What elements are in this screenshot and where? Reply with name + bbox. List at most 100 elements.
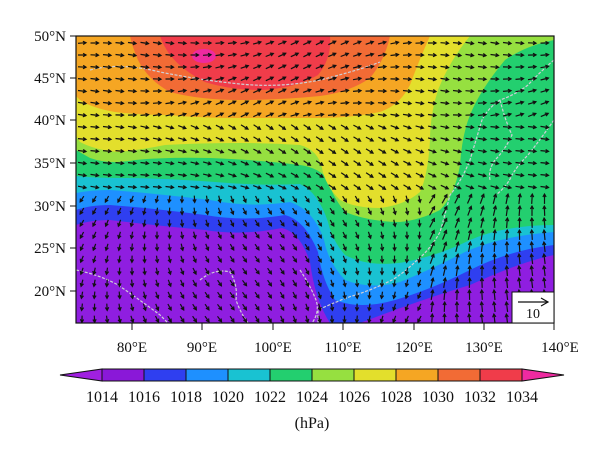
wind-arrow <box>253 100 261 106</box>
wind-arrow <box>115 162 124 164</box>
wind-arrow <box>140 78 149 80</box>
wind-arrow-head <box>355 210 360 216</box>
wind-arrow-head <box>469 161 475 166</box>
wind-arrow-head <box>170 149 175 154</box>
wind-arrow-head <box>319 150 324 155</box>
wind-arrow <box>427 54 437 56</box>
wind-arrow <box>127 174 137 176</box>
wind-arrow-head <box>268 234 273 239</box>
wind-arrow-head <box>504 240 510 246</box>
wind-arrow <box>340 77 349 81</box>
wind-arrow <box>353 184 361 190</box>
wind-arrow <box>102 77 112 81</box>
colorbar-segment <box>311 368 355 382</box>
wind-arrow <box>303 64 311 70</box>
wind-arrow-head <box>157 100 163 106</box>
wind-arrow-head <box>417 210 422 216</box>
wind-arrow-head <box>317 294 322 300</box>
reference-vector-box: 10 <box>511 291 555 324</box>
wind-arrow-head <box>405 210 410 216</box>
wind-arrow <box>215 89 224 93</box>
wind-arrow-head <box>145 137 150 142</box>
wind-arrow-head <box>95 52 100 58</box>
wind-arrow <box>403 125 411 129</box>
wind-arrow <box>390 125 399 129</box>
wind-arrow <box>90 161 99 165</box>
wind-arrow-head <box>207 125 212 130</box>
wind-arrow-head <box>243 294 248 299</box>
wind-arrow-head <box>480 193 485 198</box>
wind-arrow-head <box>431 217 435 223</box>
wind-arrow <box>540 54 549 56</box>
wind-arrow-head <box>457 173 462 178</box>
wind-arrow <box>477 149 487 153</box>
wind-arrow-head <box>104 234 109 240</box>
wind-arrow <box>427 89 437 93</box>
wind-arrow <box>515 126 524 128</box>
wind-arrow-head <box>532 112 537 117</box>
wind-arrow-head <box>319 137 324 143</box>
wind-arrow-head <box>331 149 337 155</box>
wind-arrow-head <box>294 185 300 190</box>
wind-arrow <box>477 137 487 141</box>
wind-arrow <box>340 89 349 93</box>
wind-arrow-head <box>218 318 223 323</box>
wind-arrow-head <box>532 125 538 130</box>
wind-arrow <box>315 148 324 154</box>
wind-arrow-head <box>507 64 513 70</box>
wind-arrow-head <box>79 246 84 252</box>
wind-arrow <box>502 126 512 128</box>
wind-arrow <box>315 113 324 117</box>
wind-arrow-head <box>305 270 310 276</box>
wind-arrow <box>240 88 249 94</box>
wind-arrow-head <box>457 100 463 106</box>
wind-arrow <box>152 137 162 141</box>
wind-arrow-head <box>282 185 287 190</box>
wind-arrow <box>328 172 336 178</box>
wind-arrow-head <box>344 52 350 57</box>
wind-arrow-head <box>532 137 538 142</box>
wind-arrow-head <box>154 198 159 204</box>
colorbar-segment <box>353 368 397 382</box>
wind-arrow-head <box>257 88 262 93</box>
wind-arrow-head <box>317 306 322 312</box>
wind-arrow-head <box>92 294 97 300</box>
wind-arrow-head <box>344 149 349 154</box>
map-plot-area <box>76 36 554 323</box>
wind-arrow <box>440 184 449 190</box>
wind-arrow-head <box>255 234 260 239</box>
wind-arrow-head <box>257 137 262 142</box>
wind-arrow-head <box>520 185 525 190</box>
wind-arrow <box>427 113 437 117</box>
wind-arrow-head <box>79 306 85 312</box>
wind-arrow-head <box>282 161 287 166</box>
wind-arrow <box>468 241 471 253</box>
wind-arrow-head <box>342 270 347 276</box>
wind-arrow-head <box>431 229 435 234</box>
wind-arrow <box>440 161 449 165</box>
wind-arrow-head <box>492 228 497 234</box>
wind-arrow <box>527 125 537 129</box>
wind-arrow-head <box>107 125 113 130</box>
wind-arrow <box>190 185 199 189</box>
wind-arrow <box>505 193 509 205</box>
wind-arrow <box>377 53 387 57</box>
wind-arrow-head <box>417 223 422 228</box>
border-vietnam <box>299 269 318 323</box>
wind-arrow <box>502 41 512 45</box>
wind-arrow <box>278 184 286 190</box>
wind-arrow <box>190 66 199 68</box>
wind-arrow <box>428 149 436 153</box>
wind-arrow-head <box>157 149 163 154</box>
wind-arrow <box>443 278 446 288</box>
wind-arrow-head <box>482 185 488 190</box>
wind-arrow-head <box>431 193 436 199</box>
wind-arrow <box>390 53 399 57</box>
wind-arrow-head <box>342 258 347 264</box>
wind-arrow-head <box>542 252 547 258</box>
wind-arrow-head <box>195 76 200 81</box>
wind-arrow-head <box>520 76 525 81</box>
wind-arrow-head <box>268 246 273 251</box>
wind-arrow-head <box>92 198 97 203</box>
wind-arrow <box>427 65 437 69</box>
